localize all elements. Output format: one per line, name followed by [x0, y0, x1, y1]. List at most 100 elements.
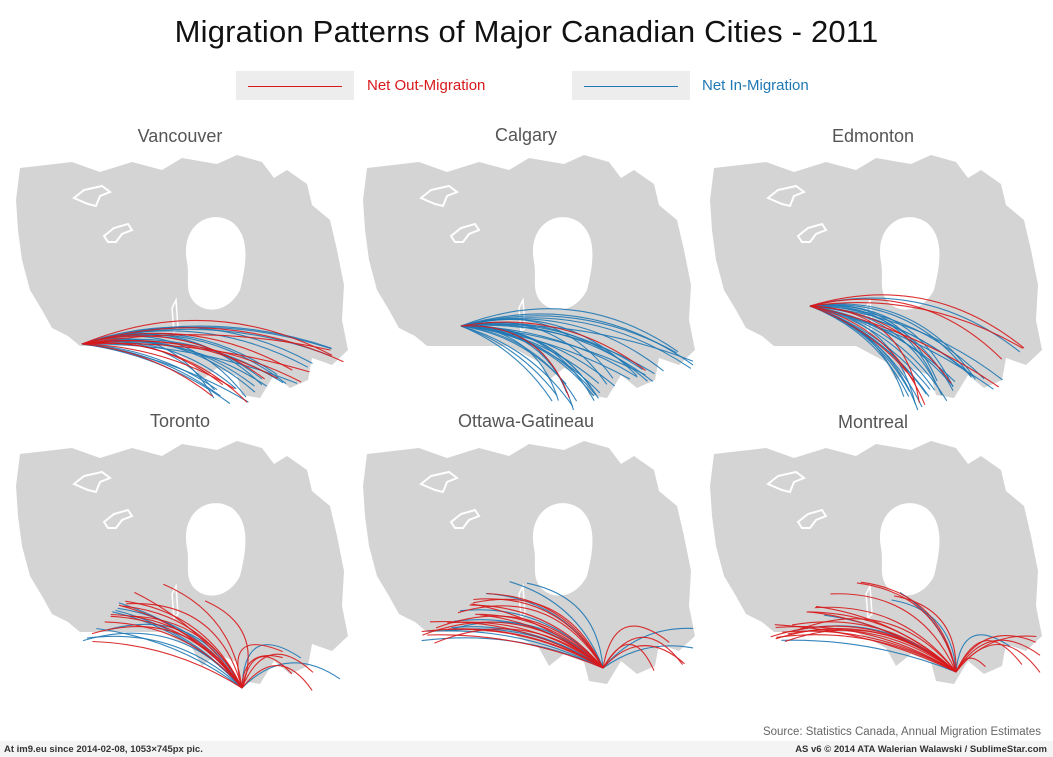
legend-in-line — [584, 86, 678, 87]
in-migration-arc — [460, 325, 567, 385]
footer-right: AS v6 © 2014 ATA Walerian Walawski / Sub… — [795, 744, 1047, 755]
lake-outline — [796, 222, 828, 243]
land-mass — [710, 441, 1042, 684]
out-migration-arc — [81, 343, 235, 390]
in-migration-arc — [809, 305, 910, 397]
out-migration-arc — [81, 335, 265, 380]
out-migration-arc — [422, 621, 604, 669]
border-line — [865, 583, 873, 620]
out-migration-arc — [809, 305, 920, 403]
out-migration-arc — [163, 583, 243, 689]
out-migration-arc — [473, 598, 604, 669]
legend-in-label: Net In-Migration — [702, 77, 809, 94]
out-migration-arc — [797, 618, 957, 673]
out-migration-arc — [856, 582, 957, 673]
out-migration-arc — [460, 325, 570, 398]
map-vancouver — [16, 155, 348, 404]
out-migration-arc — [602, 645, 685, 669]
land-mass — [710, 155, 1042, 398]
in-migration-arc — [427, 630, 604, 669]
out-migration-arc — [860, 581, 957, 673]
in-migration-arc — [460, 325, 553, 402]
source-note: Source: Statistics Canada, Annual Migrat… — [762, 726, 1041, 738]
in-migration-arc — [509, 581, 604, 669]
map-montreal — [710, 441, 1042, 684]
out-migration-arc — [955, 640, 1023, 673]
panel-title-toronto: Toronto — [149, 411, 211, 431]
in-migration-arc — [602, 645, 694, 669]
out-migration-arc — [81, 334, 331, 351]
panel-title-montreal: Montreal — [837, 412, 909, 432]
legend-out-line — [248, 86, 342, 87]
lake-outline — [102, 222, 134, 243]
in-migration-arc — [81, 343, 218, 391]
out-migration-arc — [421, 628, 604, 669]
out-migration-arc — [128, 615, 243, 689]
out-migration-arc — [602, 636, 684, 669]
panel-title-ottawa-gatineau: Ottawa-Gatineau — [457, 411, 595, 431]
out-migration-arc — [486, 592, 604, 669]
out-migration-arc — [809, 305, 915, 382]
out-migration-arc — [81, 343, 213, 397]
footer-left: At im9.eu since 2014-02-08, 1053×745px p… — [4, 744, 203, 755]
legend-in-swatch — [572, 71, 690, 100]
out-migration-arc — [955, 644, 1041, 673]
hudson-bay — [532, 503, 593, 596]
in-migration-arc — [241, 662, 341, 689]
lake-outline — [449, 508, 481, 529]
out-migration-arc — [447, 621, 604, 669]
in-migration-arc — [460, 324, 694, 362]
in-migration-arc — [460, 325, 574, 407]
in-migration-arc — [460, 313, 694, 366]
panel-title-vancouver: Vancouver — [137, 126, 223, 146]
out-migration-arc — [81, 319, 333, 356]
out-migration-arc — [770, 625, 957, 673]
out-migration-arc — [602, 625, 670, 669]
out-migration-arc — [241, 655, 283, 689]
map-calgary — [363, 155, 695, 411]
out-migration-arc — [92, 640, 243, 689]
out-migration-arc — [126, 603, 243, 689]
lake-outline — [419, 470, 460, 494]
land-mass — [363, 441, 695, 684]
in-migration-arc — [81, 343, 298, 384]
hudson-bay — [185, 217, 246, 310]
out-migration-arc — [241, 665, 313, 691]
in-migration-arc — [526, 582, 604, 669]
out-migration-arc — [955, 635, 1037, 673]
in-migration-arc — [96, 627, 243, 689]
lake-outline — [102, 508, 134, 529]
panel-title-edmonton: Edmonton — [831, 126, 915, 146]
out-migration-arc — [81, 339, 278, 379]
chart-title: Migration Patterns of Major Canadian Cit… — [174, 14, 879, 49]
lake-outline — [796, 508, 828, 529]
lake-outline — [72, 470, 113, 494]
legend-out-swatch — [236, 71, 354, 100]
out-migration-arc — [809, 305, 1000, 388]
out-migration-arc — [91, 626, 243, 689]
in-migration-arc — [809, 304, 972, 378]
land-mass — [363, 155, 695, 398]
out-migration-arc — [81, 327, 344, 363]
hudson-bay — [185, 503, 246, 596]
footer-bar: At im9.eu since 2014-02-08, 1053×745px p… — [0, 741, 1053, 757]
legend-out-label: Net Out-Migration — [367, 77, 486, 94]
out-migration-arc — [473, 598, 604, 669]
in-migration-arc — [460, 318, 638, 377]
in-migration-arc — [460, 325, 631, 380]
in-migration-arc — [891, 599, 957, 673]
hudson-bay — [879, 217, 940, 310]
hudson-bay — [879, 503, 940, 596]
out-migration-arc — [809, 294, 1025, 349]
in-migration-arc — [104, 623, 243, 689]
out-migration-arc — [241, 653, 314, 689]
map-edmonton — [710, 155, 1042, 411]
out-migration-arc — [457, 605, 604, 669]
in-migration-arc — [781, 639, 957, 673]
map-ottawa-gatineau — [363, 441, 695, 684]
out-migration-arc — [806, 611, 957, 673]
in-migration-arc — [809, 304, 954, 388]
in-migration-arc — [460, 325, 558, 396]
out-migration-arc — [830, 593, 957, 673]
out-migration-arc — [809, 298, 1003, 360]
